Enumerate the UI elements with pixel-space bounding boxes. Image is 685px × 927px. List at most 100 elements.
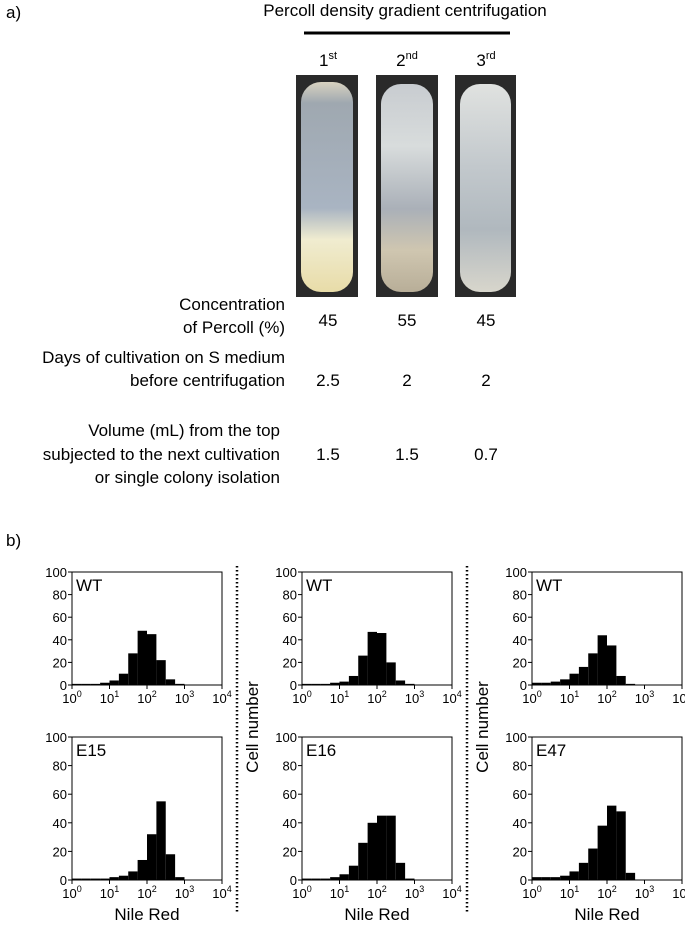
histogram-bar <box>100 878 110 880</box>
tube-suffix: nd <box>406 50 418 62</box>
y-axis-label: Cell number <box>473 681 492 773</box>
histogram-bar <box>550 877 561 880</box>
tick-exponent: 1 <box>114 884 119 894</box>
histogram-bar <box>588 848 598 880</box>
y-tick-label: 80 <box>513 759 527 774</box>
tick-base: 10 <box>405 886 419 901</box>
histogram-bar <box>597 635 607 685</box>
y-tick-label: 60 <box>513 787 527 802</box>
row-label: Volume (mL) from the top <box>88 421 280 440</box>
tick-exponent: 1 <box>574 689 579 699</box>
histogram-bar <box>625 683 636 685</box>
histogram-bar <box>147 634 157 685</box>
tick-base: 10 <box>597 691 611 706</box>
sample-label: WT <box>76 576 102 595</box>
x-tick-label: 100 <box>522 689 541 706</box>
histogram-bar <box>175 877 185 880</box>
tick-exponent: 4 <box>227 884 232 894</box>
y-tick-label: 40 <box>53 633 67 648</box>
x-tick-label: 102 <box>597 884 616 901</box>
sample-label: E16 <box>306 741 336 760</box>
y-tick-label: 0 <box>520 678 527 693</box>
tick-base: 10 <box>442 691 456 706</box>
histogram-bar <box>367 631 377 685</box>
x-tick-label: 102 <box>137 884 156 901</box>
tick-exponent: 0 <box>307 884 312 894</box>
row-label: or single colony isolation <box>95 468 280 487</box>
x-tick-label: 104 <box>212 689 231 706</box>
histogram-bar <box>348 675 359 685</box>
row-label: Concentration <box>179 295 285 314</box>
tick-base: 10 <box>212 886 226 901</box>
histogram-bar <box>175 683 185 685</box>
x-tick-label: 103 <box>405 689 424 706</box>
tick-exponent: 2 <box>382 884 387 894</box>
histogram-bar <box>137 630 147 685</box>
panel-label: b) <box>6 531 21 550</box>
y-tick-label: 80 <box>283 759 297 774</box>
tube-label: 1st <box>319 50 337 70</box>
x-tick-label: 104 <box>442 689 461 706</box>
histogram-bar <box>616 675 626 685</box>
histogram-bar <box>541 682 551 685</box>
x-tick-label: 100 <box>62 884 81 901</box>
tick-exponent: 2 <box>612 689 617 699</box>
histogram-bar <box>550 681 561 685</box>
x-tick-label: 102 <box>367 884 386 901</box>
histogram-bar <box>339 681 349 685</box>
x-axis-label: Nile Red <box>344 905 409 924</box>
cell-value: 1.5 <box>316 445 340 464</box>
tick-exponent: 2 <box>152 689 157 699</box>
y-tick-label: 80 <box>53 588 67 603</box>
tick-exponent: 1 <box>344 884 349 894</box>
tick-base: 10 <box>175 691 189 706</box>
histogram-bar <box>81 878 91 880</box>
tube <box>381 84 433 292</box>
y-tick-label: 100 <box>275 730 297 745</box>
sample-label: WT <box>306 576 332 595</box>
tick-base: 10 <box>175 886 189 901</box>
histogram-bar <box>128 871 138 880</box>
histogram-bar <box>100 682 110 685</box>
histogram-bar <box>616 811 626 880</box>
sample-label: WT <box>536 576 562 595</box>
y-tick-label: 80 <box>513 588 527 603</box>
tick-base: 10 <box>522 691 536 706</box>
y-tick-label: 60 <box>283 610 297 625</box>
y-tick-label: 0 <box>60 678 67 693</box>
y-tick-label: 20 <box>283 655 297 670</box>
histogram-bar <box>532 877 542 880</box>
y-tick-label: 60 <box>513 610 527 625</box>
tick-exponent: 0 <box>77 884 82 894</box>
histogram-bar <box>386 815 396 880</box>
tick-exponent: 0 <box>77 689 82 699</box>
x-tick-label: 102 <box>137 689 156 706</box>
histogram-bar <box>569 673 579 685</box>
histogram-bar <box>367 822 377 880</box>
histogram-bar <box>147 834 157 880</box>
y-tick-label: 100 <box>45 565 67 580</box>
histogram-bar <box>72 878 82 880</box>
y-tick-label: 40 <box>283 633 297 648</box>
x-tick-label: 104 <box>212 884 231 901</box>
tick-exponent: 3 <box>649 884 654 894</box>
tick-base: 10 <box>442 886 456 901</box>
histogram-bar <box>320 683 331 685</box>
x-tick-label: 101 <box>560 884 579 901</box>
x-tick-label: 100 <box>292 884 311 901</box>
tick-base: 10 <box>292 886 306 901</box>
histogram-bar <box>90 683 101 685</box>
histogram-bar <box>395 680 406 685</box>
tube-number: 1 <box>319 51 328 70</box>
cell-value: 55 <box>398 311 417 330</box>
histogram-bar <box>72 683 82 685</box>
tick-base: 10 <box>560 886 574 901</box>
tick-exponent: 1 <box>574 884 579 894</box>
y-tick-label: 80 <box>53 759 67 774</box>
tick-exponent: 2 <box>382 689 387 699</box>
tick-exponent: 3 <box>419 884 424 894</box>
x-tick-label: 102 <box>597 689 616 706</box>
tick-exponent: 4 <box>227 689 232 699</box>
histogram-bar <box>625 872 636 880</box>
histogram-bar <box>377 633 387 685</box>
